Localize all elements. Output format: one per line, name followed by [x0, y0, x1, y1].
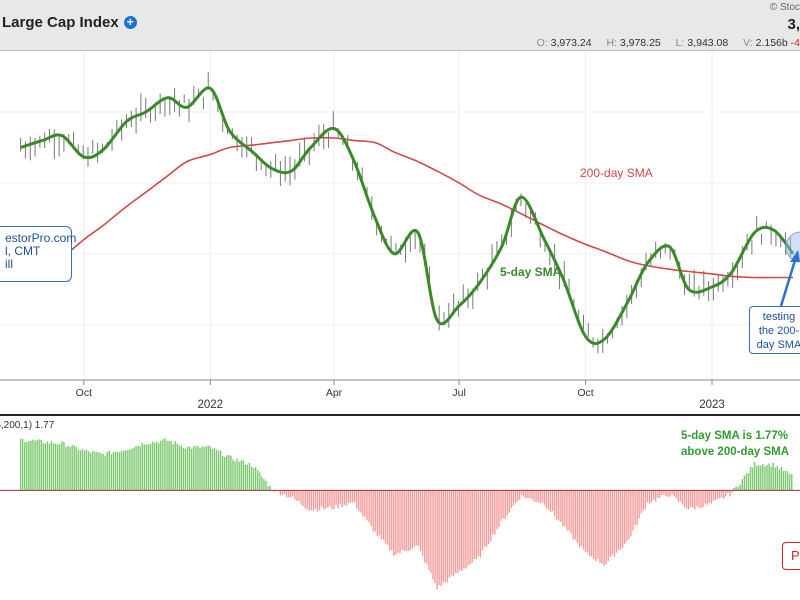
- xtick-label-1: 2022: [198, 399, 224, 411]
- open-label: O:: [536, 37, 548, 49]
- testing-callout: testing the 200- day SMA: [749, 306, 800, 354]
- change-value: -4: [790, 37, 800, 49]
- ppo-note-line2: above 200-day SMA: [681, 446, 789, 458]
- x-axis-ticks: Oct 2022 Apr Jul Oct 2023: [76, 380, 725, 411]
- add-indicator-plus-icon[interactable]: +: [123, 16, 137, 29]
- copyright-text: © Stoc: [769, 2, 800, 13]
- source-line-1: estorPro.com: [5, 231, 77, 245]
- ppo-title: (5,200,1) 1.77: [0, 420, 55, 431]
- price-panel-bg: [0, 51, 800, 380]
- xtick-label-2: Apr: [326, 387, 343, 399]
- xtick-label-5: 2023: [699, 399, 725, 411]
- volume-label: V:: [743, 37, 753, 49]
- high-value: 3,978.25: [619, 37, 661, 49]
- chart-title-area: Large Cap Index +: [2, 14, 137, 31]
- sma200-label: 200-day SMA: [580, 166, 653, 180]
- xtick-label-4: Oct: [577, 387, 593, 399]
- chart-title: Large Cap Index: [2, 14, 119, 31]
- source-line-2: l, CMT: [5, 244, 41, 258]
- xtick-label-0: Oct: [76, 387, 92, 399]
- low-value: 3,943.08: [687, 37, 729, 49]
- volume-value: 2.156b: [755, 37, 788, 49]
- ohlc-readout: O: 3,973.24 H: 3,978.25 L: 3,943.08 V: 2…: [525, 37, 800, 49]
- ppo-histogram: [19, 438, 793, 590]
- ppo-callout-box: P: [782, 542, 800, 570]
- testing-line-1: testing: [762, 311, 796, 323]
- sma200-series-line: [42, 136, 794, 279]
- ppo-title-bg: [0, 418, 62, 431]
- open-value: 3,973.24: [550, 37, 592, 49]
- test-arrow-head: [790, 250, 800, 262]
- ppo-note-line1: 5-day SMA is 1.77%: [681, 430, 788, 442]
- source-line-3: ill: [5, 257, 13, 271]
- sma5-series-line: [20, 86, 795, 346]
- high-label: H:: [606, 37, 617, 49]
- xtick-label-3: Jul: [452, 387, 465, 399]
- testing-line-2: the 200-: [758, 325, 800, 337]
- low-label: L:: [675, 37, 685, 49]
- last-price: 3,: [787, 16, 800, 33]
- sma5-label: 5-day SMA: [500, 265, 562, 279]
- source-callout: estorPro.com l, CMT ill: [0, 226, 77, 282]
- chart-header: Large Cap Index + © Stoc 3, O: 3,973.24 H…: [0, 0, 800, 51]
- test-arrow: [779, 256, 798, 307]
- testing-line-3: day SMA: [756, 339, 800, 351]
- price-gridlines: [0, 51, 800, 380]
